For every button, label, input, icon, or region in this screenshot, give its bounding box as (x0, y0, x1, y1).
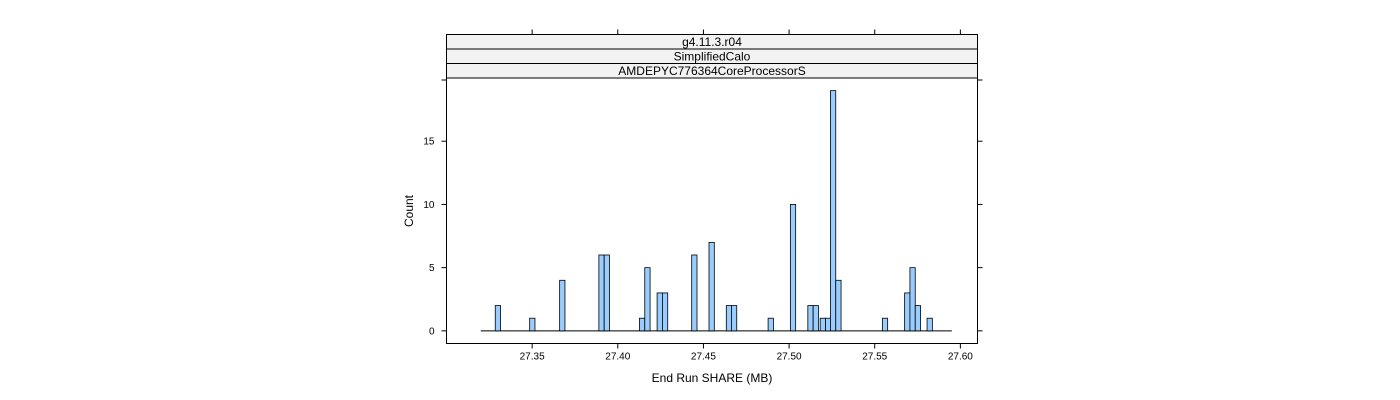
histogram-bar (598, 254, 605, 332)
x-tick-label: 27.45 (691, 352, 716, 363)
histogram-bar (789, 204, 797, 332)
strip-3: AMDEPYC776364CoreProcessorS (446, 63, 978, 79)
right-axis-ticks (977, 79, 983, 332)
histogram-bar (926, 317, 933, 332)
strip-label-2: SimplifiedCalo (674, 50, 751, 64)
histogram-bar (904, 292, 911, 332)
plot-panel (446, 77, 978, 344)
histogram-bar (708, 241, 715, 332)
x-tick-label: 27.60 (948, 352, 973, 363)
x-tick-label: 27.35 (520, 352, 545, 363)
y-axis-title: Count (402, 194, 416, 227)
histogram-bar (807, 305, 814, 332)
y-tick-label: 0 (429, 326, 435, 337)
histogram-bar (819, 317, 826, 332)
x-axis-title: End Run SHARE (MB) (652, 371, 773, 385)
x-tick-label: 27.55 (862, 352, 887, 363)
y-tick-label: 5 (429, 263, 435, 274)
histogram-bar (914, 305, 921, 332)
histogram-bar (825, 317, 832, 332)
y-tick-label: 15 (423, 137, 435, 148)
histogram-bar (656, 292, 663, 332)
strip-1: g4.11.3.r04 (446, 34, 978, 50)
histogram-bar (529, 317, 536, 332)
histogram-bar (731, 305, 738, 332)
histogram-bar (767, 317, 774, 332)
histogram-bar (662, 292, 669, 332)
strip-label-1: g4.11.3.r04 (682, 35, 742, 49)
x-axis: 27.35 27.40 27.45 27.50 27.55 27.60 (520, 343, 973, 363)
histogram-bar (559, 279, 566, 332)
x-tick-label: 27.50 (777, 352, 802, 363)
histogram-bar (725, 305, 733, 332)
histogram-bar (639, 317, 646, 332)
histogram-bar (881, 317, 889, 332)
histogram-bars (494, 90, 933, 332)
histogram-bar (812, 305, 819, 332)
y-axis: 0 5 10 15 (423, 79, 447, 337)
y-tick-label: 10 (423, 200, 435, 211)
top-axis-ticks (531, 29, 961, 35)
strip-2: SimplifiedCalo (446, 48, 978, 64)
histogram-bar (835, 279, 842, 332)
histogram-bar (909, 267, 916, 332)
histogram-bar (644, 267, 651, 332)
histogram-bar (830, 90, 837, 332)
strip-label-3: AMDEPYC776364CoreProcessorS (618, 64, 805, 78)
x-tick-label: 27.40 (605, 352, 630, 363)
histogram-bar (691, 254, 698, 332)
histogram-bar (603, 254, 610, 332)
histogram-bar (494, 305, 501, 332)
